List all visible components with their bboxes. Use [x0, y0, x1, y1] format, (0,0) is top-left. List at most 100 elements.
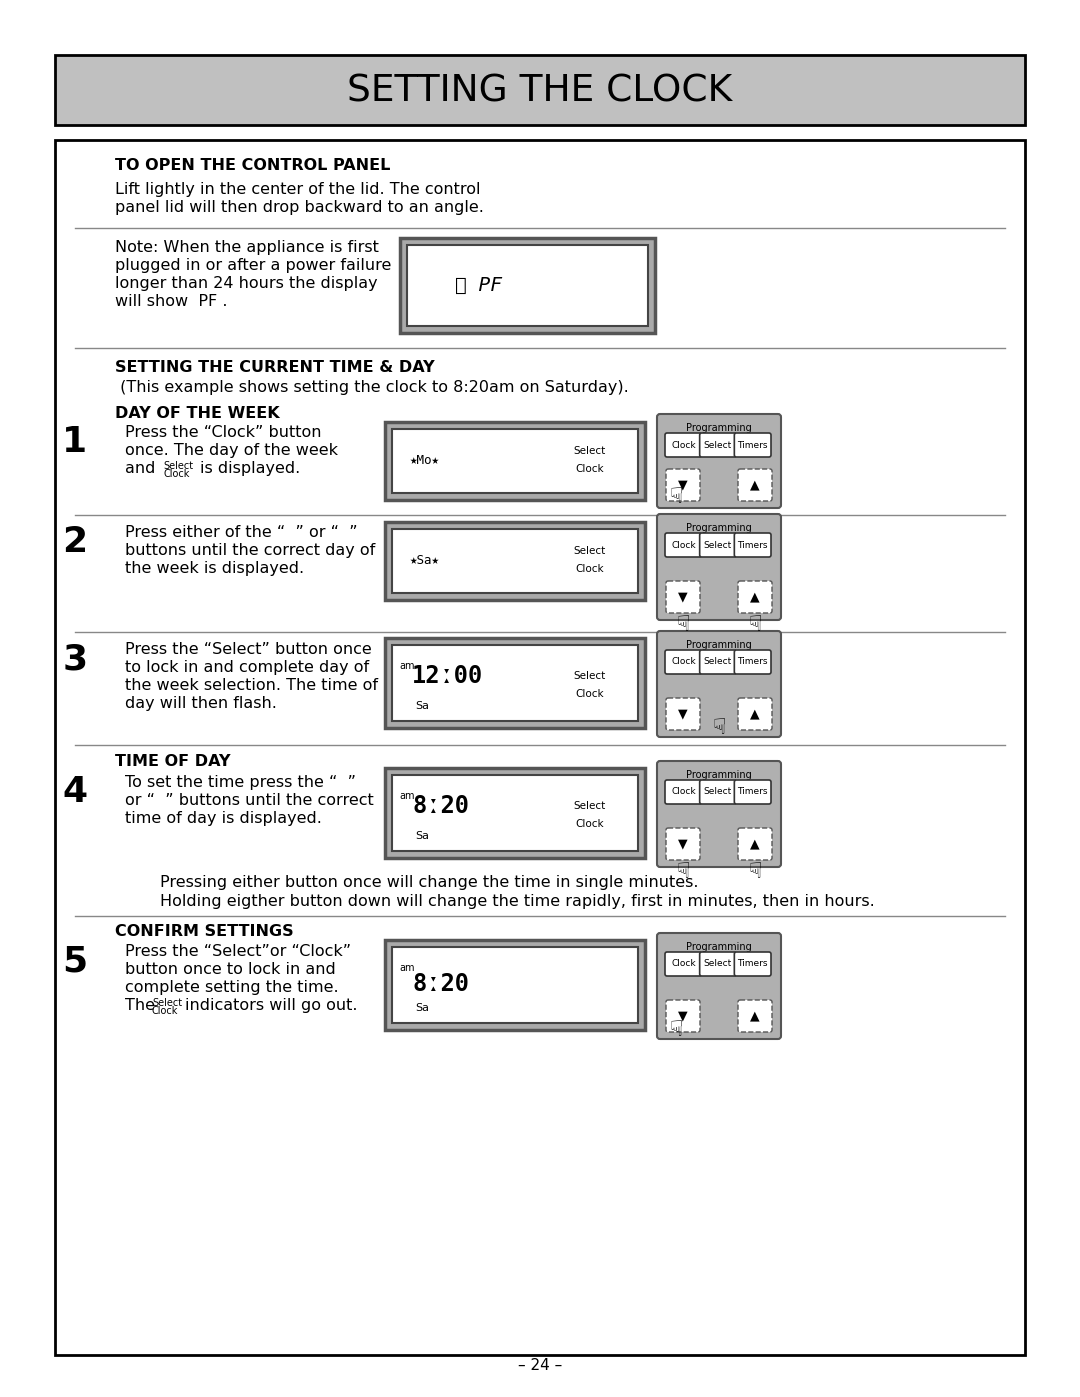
Text: ▼: ▼ — [678, 1010, 688, 1023]
Bar — [384, 638, 645, 728]
FancyBboxPatch shape — [738, 698, 772, 731]
Text: ☟: ☟ — [748, 615, 761, 636]
Text: TIME OF DAY: TIME OF DAY — [114, 754, 230, 768]
Text: ▼: ▼ — [678, 707, 688, 721]
Text: time of day is displayed.: time of day is displayed. — [125, 812, 322, 826]
Text: 5: 5 — [63, 944, 87, 978]
Bar — [55, 140, 1025, 1355]
FancyBboxPatch shape — [665, 433, 702, 457]
FancyBboxPatch shape — [734, 951, 771, 977]
Text: Select: Select — [704, 788, 732, 796]
Text: ★Sa★: ★Sa★ — [410, 555, 440, 567]
Text: ★Mo★: ★Mo★ — [410, 454, 440, 468]
Text: SETTING THE CLOCK: SETTING THE CLOCK — [348, 73, 732, 109]
Text: Clock: Clock — [576, 689, 605, 698]
Text: Clock: Clock — [576, 819, 605, 828]
Bar — [392, 529, 638, 592]
Bar — [55, 54, 1025, 124]
Text: button once to lock in and: button once to lock in and — [125, 963, 336, 977]
FancyBboxPatch shape — [700, 951, 737, 977]
Text: ▼: ▼ — [678, 591, 688, 604]
Text: SETTING THE CURRENT TIME & DAY: SETTING THE CURRENT TIME & DAY — [114, 360, 434, 374]
FancyBboxPatch shape — [738, 581, 772, 613]
Text: the week is displayed.: the week is displayed. — [125, 562, 305, 576]
Text: ☟: ☟ — [712, 718, 726, 738]
FancyBboxPatch shape — [734, 780, 771, 805]
Text: TO OPEN THE CONTROL PANEL: TO OPEN THE CONTROL PANEL — [114, 158, 390, 173]
Text: To set the time press the “  ”: To set the time press the “ ” — [125, 775, 356, 789]
Bar — [384, 422, 645, 500]
Text: DAY OF THE WEEK: DAY OF THE WEEK — [114, 407, 280, 420]
Text: Pressing either button once will change the time in single minutes.: Pressing either button once will change … — [160, 875, 699, 890]
Bar — [384, 768, 645, 858]
Text: Sa: Sa — [415, 1003, 429, 1013]
Text: Timers: Timers — [738, 788, 768, 796]
Text: Clock: Clock — [671, 541, 696, 549]
FancyBboxPatch shape — [657, 631, 781, 738]
Text: ☟: ☟ — [676, 862, 690, 882]
Text: Clock: Clock — [671, 960, 696, 968]
FancyBboxPatch shape — [665, 534, 702, 557]
FancyBboxPatch shape — [666, 1000, 700, 1032]
Text: Programming: Programming — [686, 423, 752, 433]
Text: to lock in and complete day of: to lock in and complete day of — [125, 659, 369, 675]
FancyBboxPatch shape — [666, 698, 700, 731]
Text: ▼: ▼ — [678, 479, 688, 492]
FancyBboxPatch shape — [734, 650, 771, 673]
Text: Select: Select — [152, 997, 183, 1009]
Text: Timers: Timers — [738, 960, 768, 968]
Bar — [392, 645, 638, 721]
Text: the week selection. The time of: the week selection. The time of — [125, 678, 378, 693]
FancyBboxPatch shape — [738, 1000, 772, 1032]
Text: Clock: Clock — [576, 464, 605, 474]
Text: day will then flash.: day will then flash. — [125, 696, 276, 711]
Text: Timers: Timers — [738, 658, 768, 666]
Text: Clock: Clock — [152, 1006, 178, 1016]
Text: Clock: Clock — [671, 658, 696, 666]
Text: Press the “Select”or “Clock”: Press the “Select”or “Clock” — [125, 944, 351, 958]
Text: ☟: ☟ — [676, 615, 690, 636]
Text: Press the “Select” button once: Press the “Select” button once — [125, 643, 372, 657]
FancyBboxPatch shape — [666, 581, 700, 613]
Text: ☟: ☟ — [670, 1020, 683, 1039]
Text: 2: 2 — [63, 525, 87, 559]
Text: ▲: ▲ — [751, 707, 760, 721]
Text: ☟: ☟ — [748, 862, 761, 882]
Text: complete setting the time.: complete setting the time. — [125, 981, 339, 995]
Text: or “  ” buttons until the correct: or “ ” buttons until the correct — [125, 793, 374, 807]
Text: indicators will go out.: indicators will go out. — [185, 997, 357, 1013]
Text: Clock: Clock — [671, 440, 696, 450]
Text: Lift lightly in the center of the lid. The control: Lift lightly in the center of the lid. T… — [114, 182, 481, 197]
Text: Clock: Clock — [576, 564, 605, 574]
FancyBboxPatch shape — [665, 951, 702, 977]
Text: Note: When the appliance is first: Note: When the appliance is first — [114, 240, 379, 256]
Text: Select: Select — [573, 800, 606, 812]
Text: longer than 24 hours the display: longer than 24 hours the display — [114, 277, 378, 291]
FancyBboxPatch shape — [700, 433, 737, 457]
Text: ▲: ▲ — [751, 1010, 760, 1023]
FancyBboxPatch shape — [657, 761, 781, 868]
Text: ▲: ▲ — [751, 479, 760, 492]
Text: 12ː00: 12ː00 — [411, 664, 483, 687]
Bar — [384, 522, 645, 599]
Text: Sa: Sa — [415, 831, 429, 841]
Text: once. The day of the week: once. The day of the week — [125, 443, 338, 458]
FancyBboxPatch shape — [657, 414, 781, 509]
Bar — [384, 940, 645, 1030]
FancyBboxPatch shape — [657, 933, 781, 1039]
Text: am: am — [399, 661, 415, 671]
Text: 8ː20: 8ː20 — [411, 793, 469, 819]
FancyBboxPatch shape — [657, 514, 781, 620]
Text: Press either of the “  ” or “  ”: Press either of the “ ” or “ ” — [125, 525, 357, 541]
Text: Clock: Clock — [671, 788, 696, 796]
FancyBboxPatch shape — [734, 433, 771, 457]
Text: Select: Select — [573, 446, 606, 455]
FancyBboxPatch shape — [700, 534, 737, 557]
Text: Select: Select — [704, 541, 732, 549]
Bar — [400, 237, 654, 332]
FancyBboxPatch shape — [700, 650, 737, 673]
Text: buttons until the correct day of: buttons until the correct day of — [125, 543, 375, 557]
Text: Programming: Programming — [686, 640, 752, 650]
Text: and: and — [125, 461, 156, 476]
FancyBboxPatch shape — [665, 780, 702, 805]
